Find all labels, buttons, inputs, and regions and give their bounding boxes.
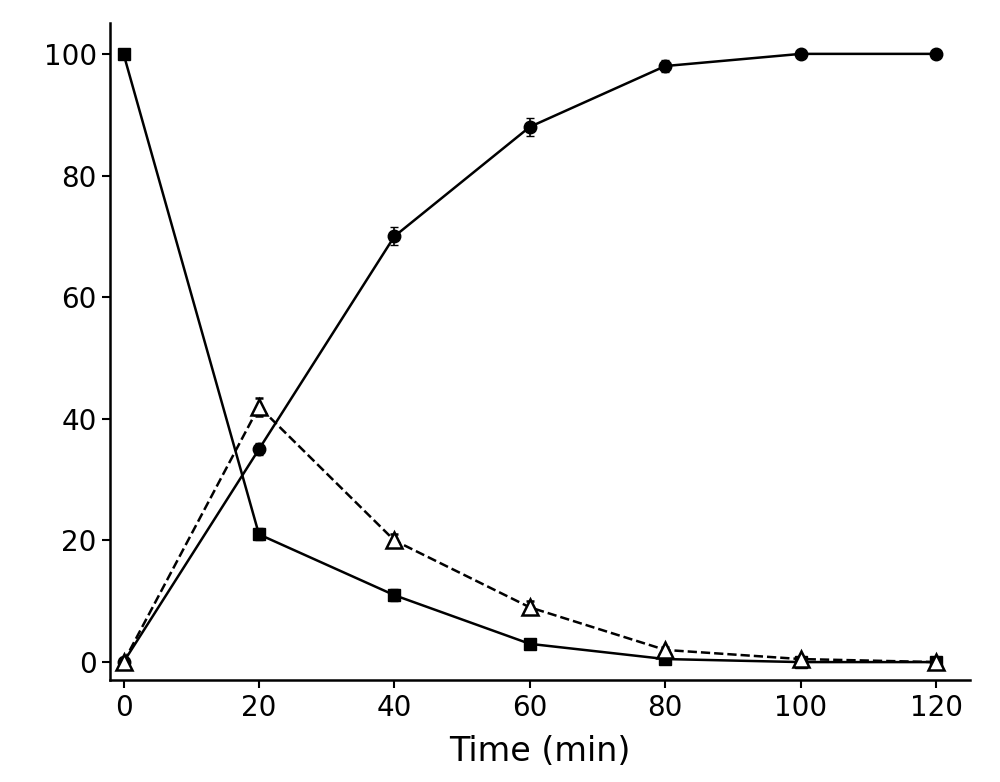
X-axis label: Time (min): Time (min) [449, 735, 631, 769]
